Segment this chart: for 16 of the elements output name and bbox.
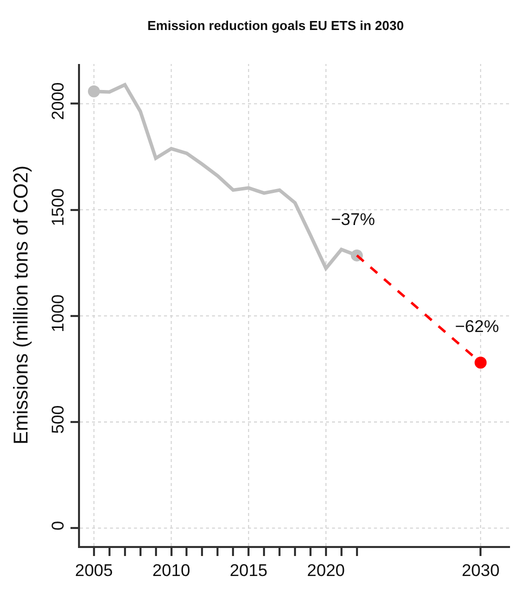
y-tick-label: 1500 — [48, 188, 68, 226]
point — [88, 85, 100, 98]
annotation: −37% — [331, 210, 375, 229]
y-tick-label: 500 — [48, 405, 68, 434]
x-tick-label: 2010 — [152, 561, 190, 580]
point — [474, 356, 487, 369]
annotation: −62% — [455, 317, 499, 336]
y-tick-label: 0 — [48, 520, 68, 530]
x-tick-label: 2020 — [307, 561, 345, 580]
x-tick-label: 2030 — [462, 561, 500, 580]
y-tick-label: 1000 — [48, 294, 68, 332]
y-axis-title: Emissions (million tons of CO2) — [10, 166, 32, 444]
x-tick-label: 2015 — [230, 561, 268, 580]
x-tick-label: 2005 — [75, 561, 113, 580]
y-tick-label: 2000 — [48, 82, 68, 120]
chart-title: Emission reduction goals EU ETS in 2030 — [147, 18, 404, 33]
